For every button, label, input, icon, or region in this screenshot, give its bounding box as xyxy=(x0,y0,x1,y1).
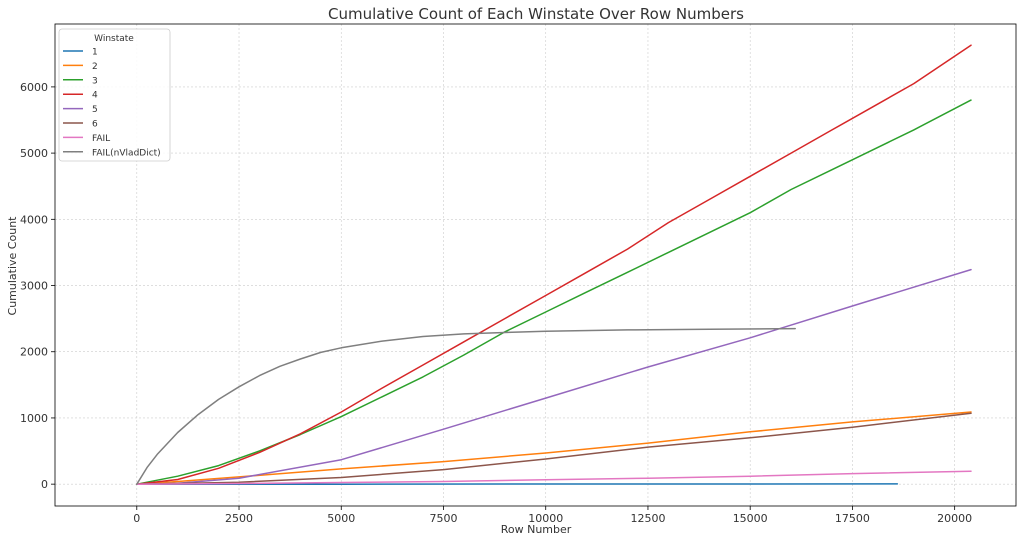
x-tick-label: 2500 xyxy=(225,512,253,525)
x-tick-label: 15000 xyxy=(733,512,768,525)
legend-entry: 2 xyxy=(92,62,98,72)
y-axis-label: Cumulative Count xyxy=(6,216,19,316)
x-axis-ticks: 0 2500 5000 7500 10000 12500 15000 17500 20000 xyxy=(133,506,972,525)
y-axis-ticks: 0 1000 2000 3000 4000 5000 6000 xyxy=(20,81,55,491)
y-tick-label: 6000 xyxy=(20,81,48,94)
chart-title: Cumulative Count of Each Winstate Over R… xyxy=(328,5,744,23)
y-tick-label: 0 xyxy=(41,478,48,491)
series-layer xyxy=(136,44,972,485)
series-line-fail-nvladdict xyxy=(136,327,796,485)
series-line-2 xyxy=(136,411,972,485)
y-tick-label: 5000 xyxy=(20,147,48,160)
series-line-4 xyxy=(136,44,972,485)
legend-entry: 4 xyxy=(92,91,98,101)
series-line-5 xyxy=(136,268,972,485)
x-tick-label: 7500 xyxy=(429,512,457,525)
y-tick-label: 4000 xyxy=(20,213,48,226)
legend: Winstate 1 2 3 4 5 6 FAIL FAIL(nVladDict) xyxy=(58,28,171,162)
y-tick-label: 1000 xyxy=(20,412,48,425)
x-axis-label: Row Number xyxy=(501,523,572,536)
series-line-fail xyxy=(136,470,972,485)
legend-entry: 3 xyxy=(92,76,98,86)
legend-box xyxy=(58,28,171,162)
legend-entry: 1 xyxy=(92,48,98,58)
legend-entry: FAIL xyxy=(92,134,110,144)
y-tick-label: 2000 xyxy=(20,346,48,359)
legend-items: 1 2 3 4 5 6 FAIL FAIL(nVladDict) xyxy=(63,48,161,158)
series-line-6 xyxy=(136,412,972,485)
legend-entry: FAIL(nVladDict) xyxy=(92,148,161,158)
x-tick-label: 0 xyxy=(133,512,140,525)
x-tick-label: 10000 xyxy=(528,512,563,525)
legend-entry: 5 xyxy=(92,105,98,115)
x-tick-label: 12500 xyxy=(630,512,665,525)
y-tick-label: 3000 xyxy=(20,280,48,293)
x-tick-label: 5000 xyxy=(327,512,355,525)
x-tick-label: 20000 xyxy=(937,512,972,525)
legend-entry: 6 xyxy=(92,120,98,130)
legend-title: Winstate xyxy=(94,34,134,44)
plot-frame xyxy=(54,23,1017,507)
x-tick-label: 17500 xyxy=(835,512,870,525)
